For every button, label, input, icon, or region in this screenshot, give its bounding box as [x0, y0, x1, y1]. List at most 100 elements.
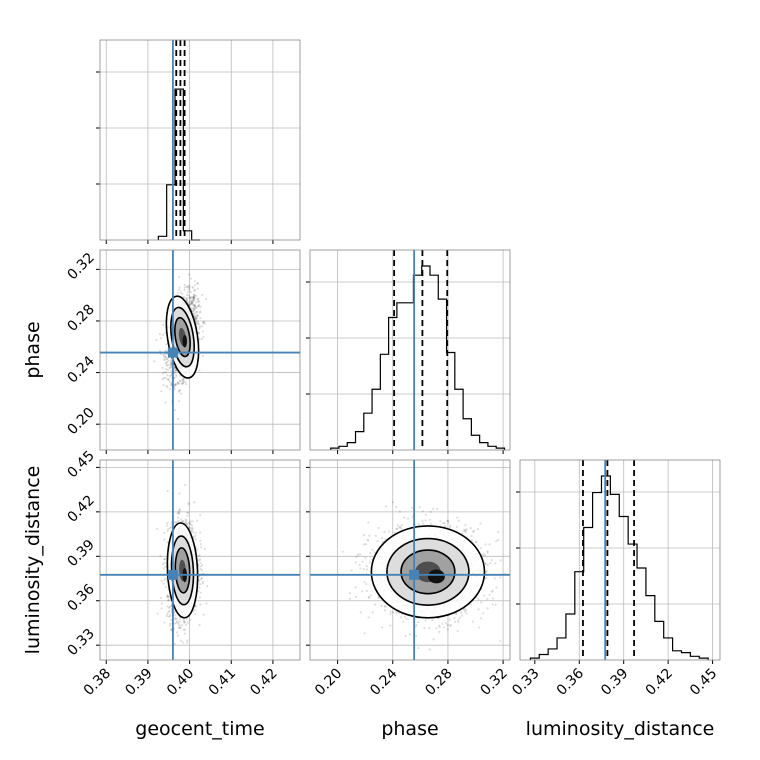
sample-point [495, 586, 498, 589]
sample-point [456, 630, 459, 633]
sample-point [463, 610, 466, 613]
sample-point [455, 525, 458, 528]
sample-point [191, 301, 194, 304]
sample-point [174, 383, 177, 387]
sample-point [178, 512, 181, 515]
sample-point [195, 316, 198, 319]
sample-point [173, 384, 176, 387]
sample-point [163, 353, 167, 356]
sample-point [163, 621, 166, 624]
sample-point [178, 374, 182, 377]
sample-point [479, 547, 483, 550]
xlabel-phase: phase [381, 718, 438, 740]
sample-point [165, 361, 169, 364]
sample-point [182, 618, 186, 621]
sample-point [173, 367, 176, 370]
sample-point [186, 511, 189, 514]
sample-point [489, 562, 492, 565]
sample-point [178, 389, 181, 392]
sample-point [169, 527, 172, 530]
sample-point [462, 529, 465, 532]
contour-line [400, 549, 456, 595]
sample-point [472, 530, 475, 533]
sample-point [169, 613, 172, 616]
sample-point [364, 556, 367, 560]
sample-point [202, 320, 206, 323]
sample-point [193, 312, 197, 315]
sample-point [163, 531, 166, 535]
x-tick-label: 0.32 [478, 666, 511, 699]
sample-point [198, 554, 201, 557]
sample-point [499, 640, 502, 643]
sample-point [178, 275, 181, 279]
sample-point [194, 613, 197, 616]
sample-point [199, 514, 202, 517]
sample-point [496, 530, 500, 534]
sample-point [383, 609, 387, 612]
scatter-phase-luminosity: 0.20 0.24 0.28 0.32 [306, 459, 511, 699]
sample-point [453, 616, 456, 620]
sample-point [187, 288, 190, 291]
sample-point [194, 605, 197, 608]
sample-point [195, 315, 198, 318]
sample-point [166, 369, 170, 372]
sample-point [177, 511, 180, 515]
sample-point [474, 541, 478, 544]
sample-point [417, 523, 420, 526]
sample-point [185, 519, 188, 522]
sample-point [183, 286, 186, 289]
sample-point [369, 594, 373, 597]
sample-point [199, 543, 203, 546]
x-tick-label: 0.38 [81, 666, 114, 699]
sample-point [486, 551, 489, 554]
sample-point [198, 323, 201, 326]
hist-luminosity_distance: 0.33 0.36 0.39 0.42 0.45 [509, 459, 720, 699]
sample-point [442, 522, 445, 525]
sample-point [187, 511, 190, 514]
sample-point [485, 569, 488, 573]
sample-point [188, 286, 191, 289]
sample-point [167, 378, 170, 381]
sample-point [190, 301, 194, 304]
sample-point [472, 529, 476, 532]
sample-point [446, 628, 450, 631]
sample-point [183, 628, 186, 631]
sample-point [491, 603, 494, 606]
sample-point [164, 371, 167, 374]
sample-point [164, 355, 167, 359]
sample-point [167, 615, 170, 618]
sample-point [165, 524, 169, 527]
sample-point [158, 333, 162, 336]
sample-point [367, 616, 370, 619]
sample-point [190, 306, 193, 310]
sample-point [190, 524, 193, 527]
sample-point [205, 602, 208, 605]
sample-point [176, 383, 180, 386]
sample-point [193, 296, 196, 299]
sample-point [179, 388, 182, 392]
sample-point [490, 558, 493, 562]
sample-point [196, 287, 199, 290]
sample-point [170, 360, 173, 364]
sample-point [194, 317, 197, 320]
sample-point [395, 611, 398, 614]
sample-point [189, 527, 192, 530]
sample-point [186, 290, 189, 294]
sample-point [449, 624, 452, 627]
sample-point [195, 317, 198, 320]
sample-point [162, 323, 165, 326]
sample-point [189, 290, 192, 294]
sample-point [424, 513, 427, 516]
sample-point [168, 624, 171, 627]
sample-point [176, 381, 179, 384]
sample-point [400, 527, 403, 530]
xlabel-geocent-time: geocent_time [135, 718, 264, 740]
sample-point [488, 543, 491, 546]
sample-point [164, 577, 167, 580]
sample-point [410, 506, 414, 509]
sample-point [199, 567, 202, 571]
sample-point [373, 603, 377, 606]
sample-point [185, 299, 188, 302]
sample-point [499, 576, 502, 579]
sample-point [166, 357, 169, 361]
